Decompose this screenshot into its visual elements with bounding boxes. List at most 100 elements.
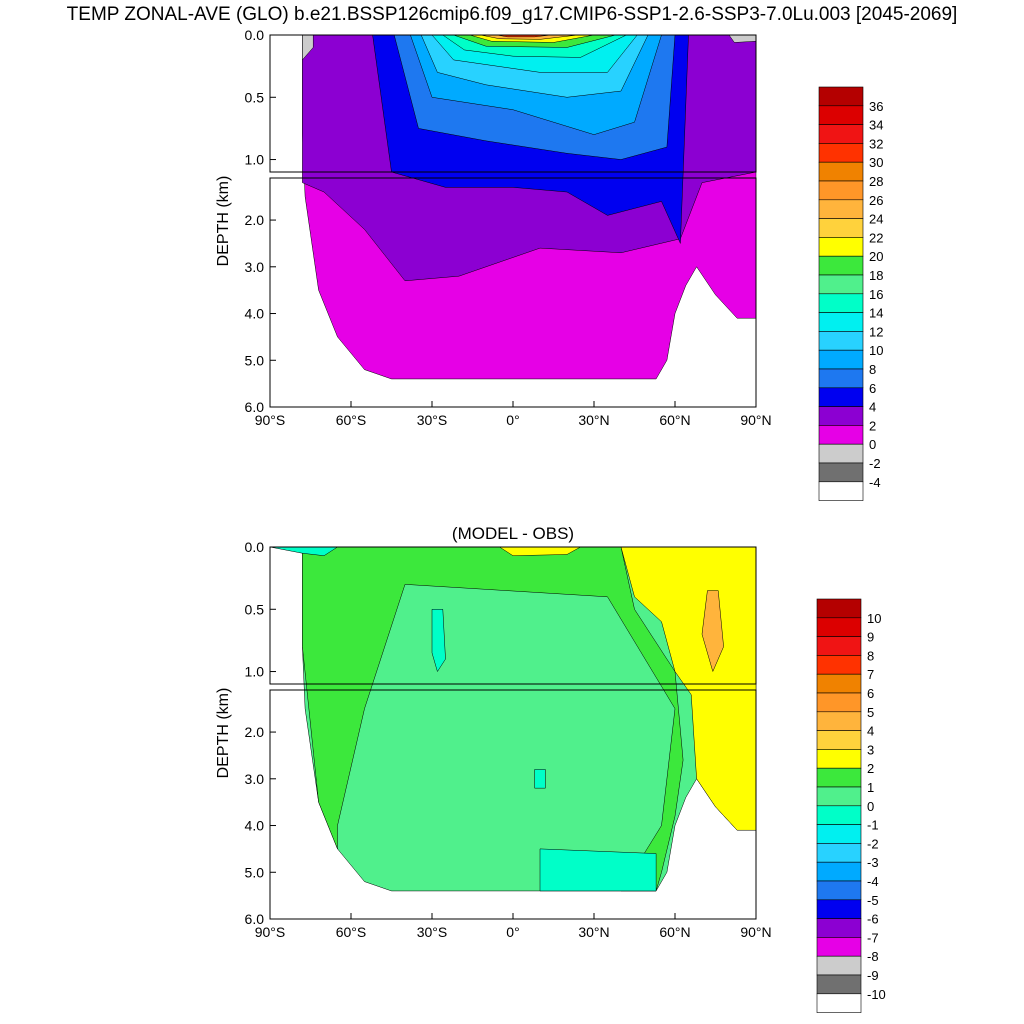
colorbar-label: 18 [869, 268, 883, 283]
y-tick-label: 2.0 [245, 724, 265, 740]
colorbar-label: 2 [869, 418, 876, 433]
x-tick-label: 30°N [578, 412, 609, 428]
colorbar-label: 26 [869, 193, 883, 208]
colorbar-label: 10 [869, 343, 883, 358]
colorbar-label: 14 [869, 306, 883, 321]
colorbar-swatch [816, 617, 862, 637]
colorbar-swatch [816, 636, 862, 656]
colorbar-label: 20 [869, 249, 883, 264]
colorbar-swatch [818, 124, 864, 144]
plot-frame-upper [269, 546, 757, 685]
colorbar-swatch [816, 673, 862, 694]
colorbar-swatch [816, 805, 862, 825]
colorbar-label: 30 [869, 155, 883, 170]
colorbar-swatch [816, 899, 862, 919]
colorbar-swatch [818, 425, 864, 445]
x-tick-label: 90°S [255, 412, 286, 428]
x-tick-label: 30°S [417, 412, 448, 428]
x-tick-label: 30°S [417, 924, 448, 940]
colorbar-swatch [818, 218, 864, 238]
y-tick-label: 4.0 [245, 306, 265, 322]
colorbar-swatch [816, 730, 862, 750]
colorbar-swatch [818, 293, 864, 313]
x-tick-label: 60°N [659, 924, 690, 940]
y-tick-label: 5.0 [245, 352, 265, 368]
x-tick-label: 60°S [336, 924, 367, 940]
colorbar-label: 10 [867, 611, 881, 626]
x-tick-label: 90°N [740, 924, 771, 940]
colorbar-swatch [816, 824, 862, 844]
y-tick-label: 4.0 [245, 818, 265, 834]
colorbar-label: 8 [869, 362, 876, 377]
x-tick-label: 90°N [740, 412, 771, 428]
panel-2: 0.00.51.02.03.04.05.06.090°S 60°S 30°S 0° 30… [215, 524, 886, 1013]
x-tick-label: 0° [506, 924, 519, 940]
y-axis-label: DEPTH (km) [215, 176, 232, 267]
colorbar-swatch [816, 993, 862, 1013]
colorbar-swatch [816, 974, 862, 995]
colorbar-swatch [818, 443, 864, 464]
colorbar-swatch [816, 955, 862, 976]
colorbar-swatch [816, 937, 862, 957]
y-tick-label: 6.0 [245, 399, 265, 415]
colorbar-label: 22 [869, 230, 883, 245]
colorbar-swatch [818, 312, 864, 332]
colorbar-label: 8 [867, 648, 874, 663]
y-tick-label: 0.5 [245, 601, 265, 617]
colorbar-swatch [818, 143, 864, 163]
colorbar-swatch [818, 161, 864, 182]
colorbar-label: 4 [869, 400, 876, 415]
colorbar-swatch [818, 105, 864, 125]
colorbar-label: 12 [869, 324, 883, 339]
plot-frame-upper [269, 34, 757, 173]
colorbar-label: 34 [869, 118, 883, 133]
colorbar-label: 2 [867, 761, 874, 776]
colorbar-swatch [816, 918, 862, 938]
colorbar-swatch [818, 199, 864, 219]
y-axis-label: DEPTH (km) [215, 688, 232, 779]
colorbar-swatch [816, 880, 862, 901]
colorbar-label: 16 [869, 287, 883, 302]
colorbar-swatch [818, 274, 864, 295]
colorbar-swatch [818, 331, 864, 351]
colorbar-label: 4 [867, 724, 874, 739]
x-tick-label: 60°N [659, 412, 690, 428]
diff-band-4-5 [701, 590, 724, 673]
colorbar-swatch [818, 349, 864, 370]
colorbar-label: 9 [867, 630, 874, 645]
colorbar-swatch [818, 481, 864, 501]
colorbar-label: -3 [867, 855, 879, 870]
colorbar-swatch [816, 843, 862, 863]
figure-title: TEMP ZONAL-AVE (GLO) b.e21.BSSP126cmip6.… [66, 4, 958, 25]
colorbar-swatch [816, 749, 862, 769]
colorbar-label: -7 [867, 930, 879, 945]
colorbar-swatch [818, 255, 864, 276]
colorbar-swatch [816, 692, 862, 713]
colorbar-label: 3 [867, 742, 874, 757]
colorbar-swatch [818, 237, 864, 257]
colorbar-swatch [816, 655, 862, 675]
colorbar-label: -5 [867, 893, 879, 908]
y-tick-label: 5.0 [245, 864, 265, 880]
colorbar-swatch [818, 180, 864, 201]
panel-1: 0.0 0.5 1.0 2.0 3.0 4.0 5.0 6.090°S 60°S 30°S 0° 30… [215, 27, 883, 501]
y-tick-label: 2.0 [245, 212, 265, 228]
diff-band-neg1-c [539, 848, 657, 892]
colorbar-swatch [818, 368, 864, 389]
y-tick-label: 0.5 [245, 89, 265, 105]
colorbar-label: -8 [867, 949, 879, 964]
colorbar-swatch [816, 711, 862, 731]
y-tick-label: 0.0 [245, 27, 265, 43]
colorbar-label: 5 [867, 705, 874, 720]
diff-band-neg1-b [534, 769, 546, 789]
colorbar-swatch [818, 86, 864, 107]
colorbar-label: 0 [869, 437, 876, 452]
colorbar-label: -2 [869, 456, 881, 471]
colorbar-label: 24 [869, 212, 883, 227]
y-tick-label: 0.0 [245, 539, 265, 555]
x-tick-label: 0° [506, 412, 519, 428]
colorbar-label: 0 [867, 799, 874, 814]
